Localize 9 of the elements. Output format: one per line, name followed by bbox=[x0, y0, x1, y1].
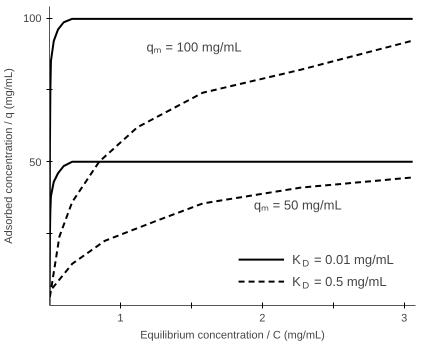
y-tick-label: 50 bbox=[29, 156, 42, 169]
x-tick-label: 3 bbox=[401, 312, 408, 324]
y-axis-title: Adsorbed concentration / q (mg/mL) bbox=[3, 68, 16, 244]
x-tick-label: 1 bbox=[117, 312, 124, 324]
x-axis-title: Equilibrium concentration / C (mg/mL) bbox=[140, 330, 325, 342]
y-tick-label: 100 bbox=[23, 13, 42, 25]
annotation: qₘ = 100 mg/mL bbox=[146, 39, 242, 54]
x-tick-label: 2 bbox=[259, 312, 266, 324]
annotation: qₘ = 50 mg/mL bbox=[254, 197, 342, 212]
